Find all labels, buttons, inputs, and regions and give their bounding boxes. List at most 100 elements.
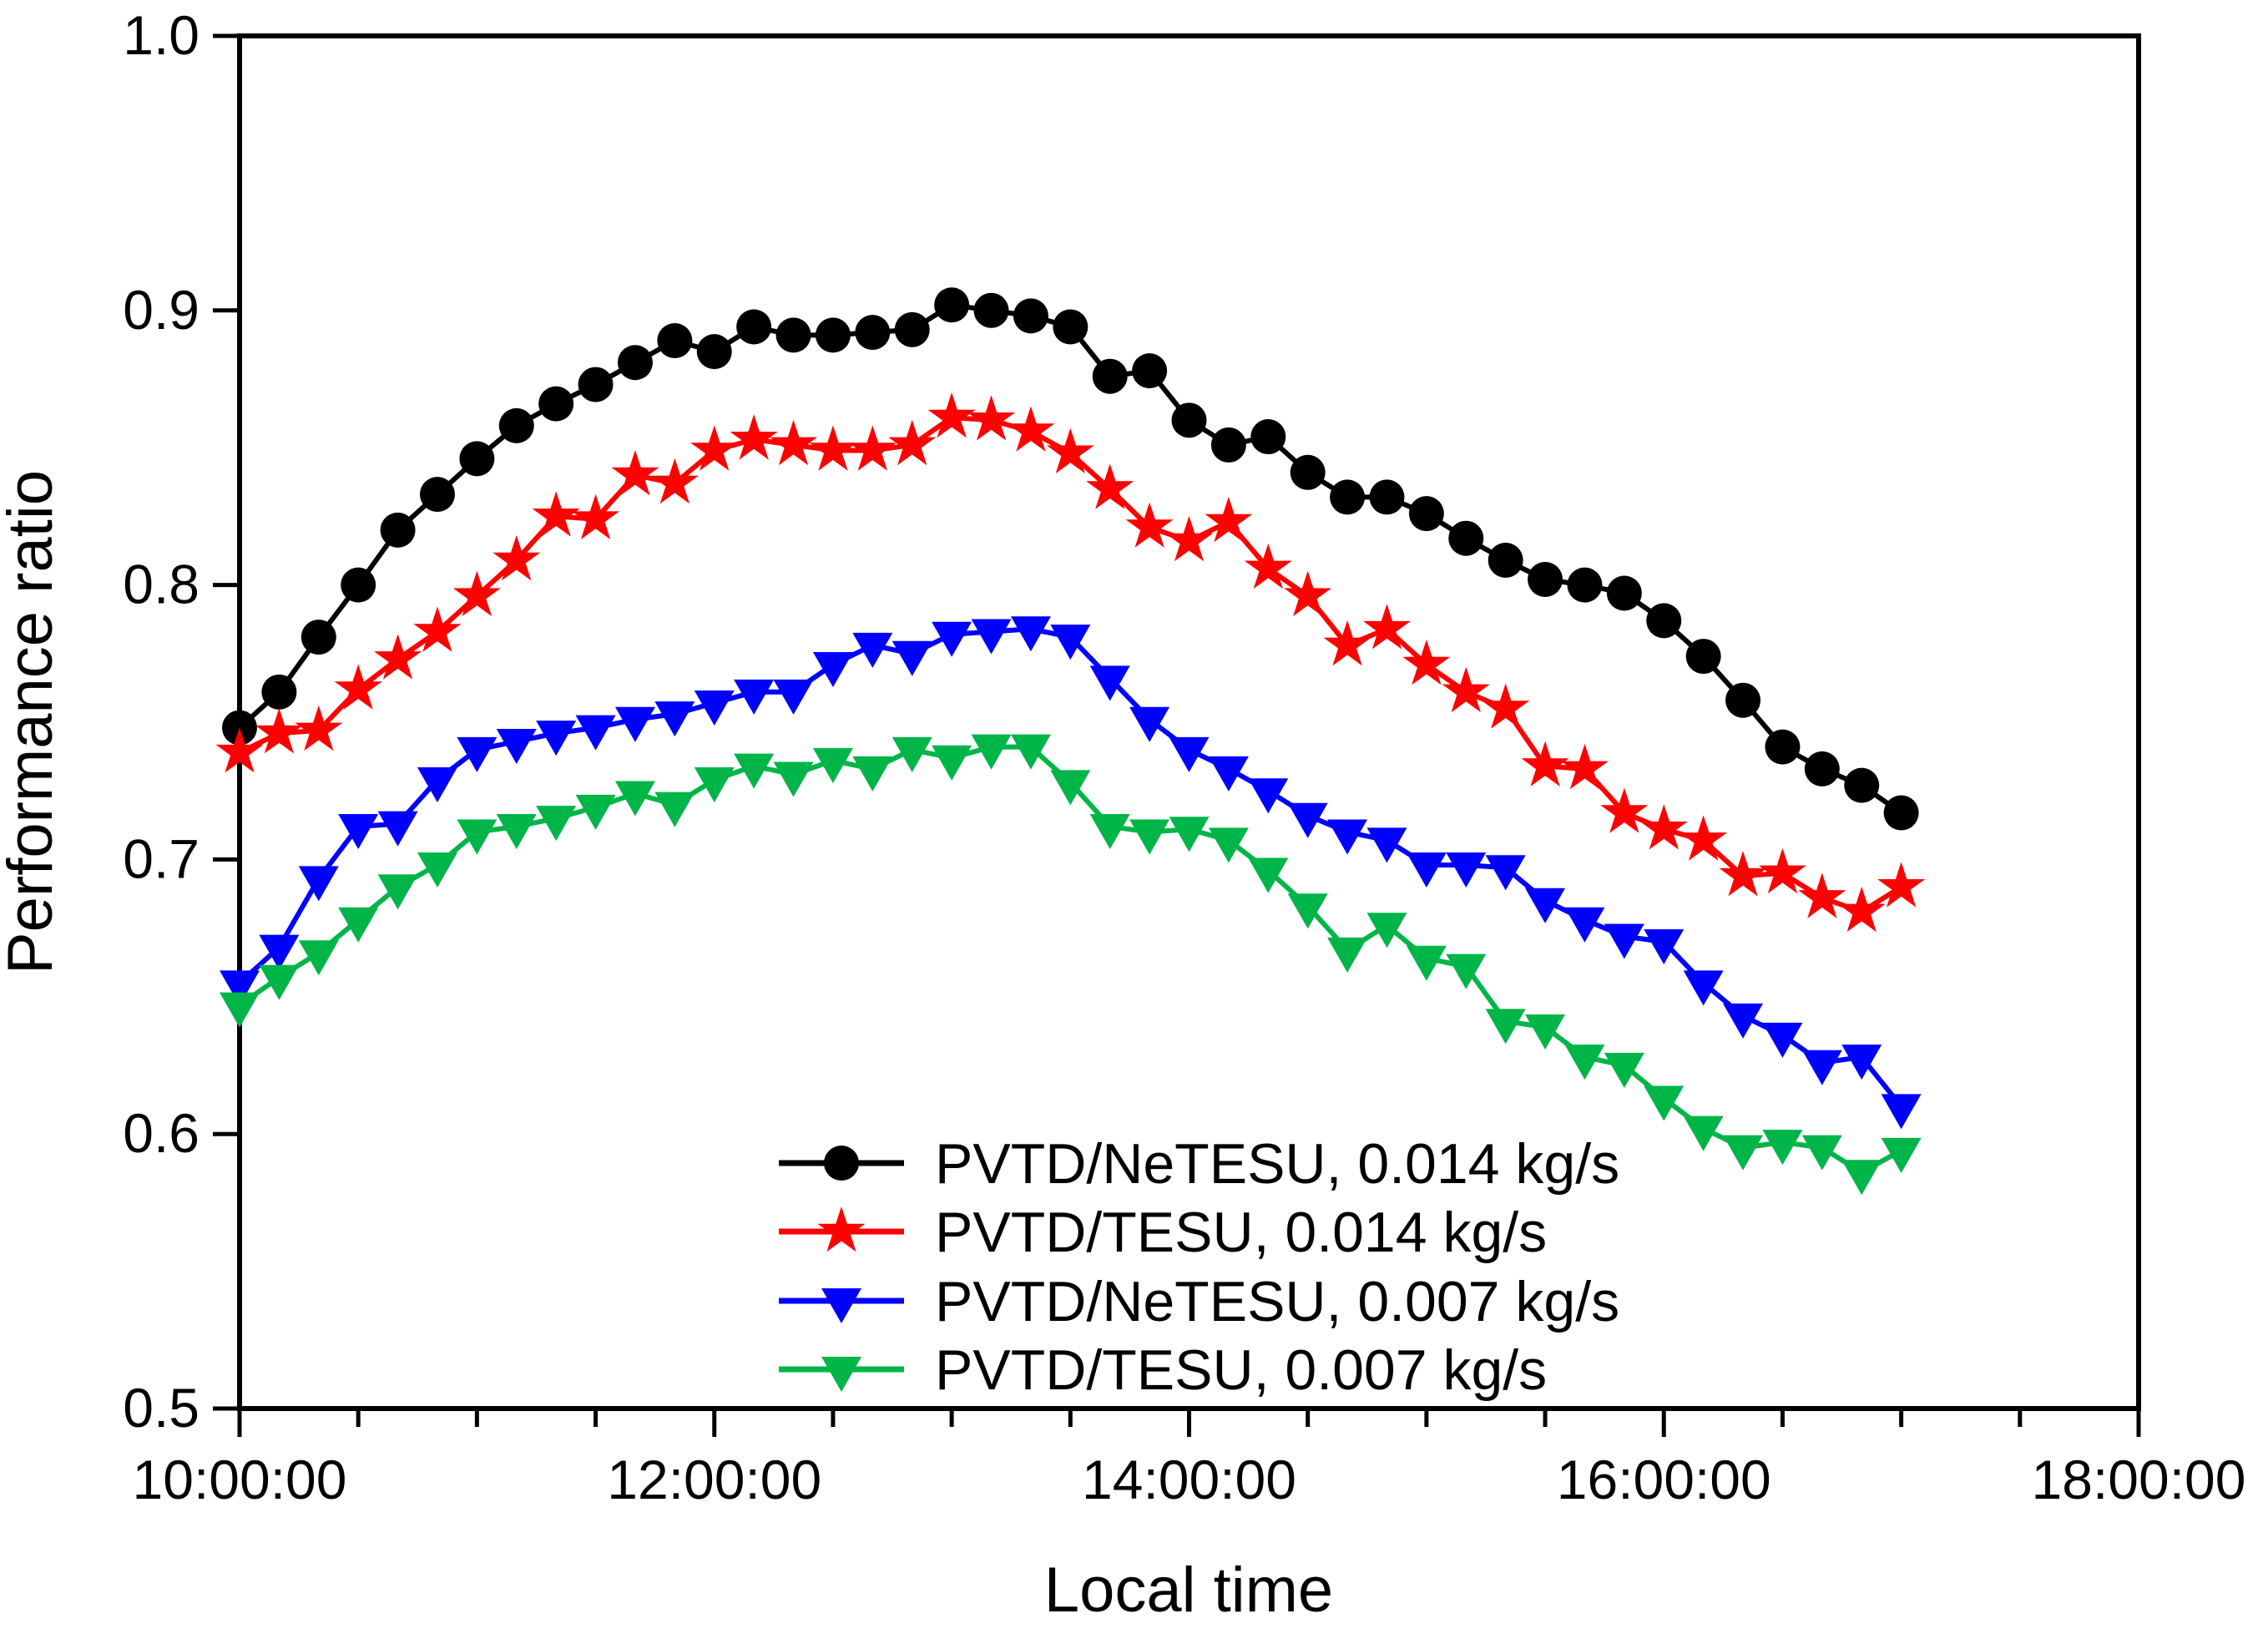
legend-marker (817, 1206, 866, 1252)
legend-marker (821, 1288, 861, 1323)
series-0-marker (1488, 543, 1523, 579)
series-3-marker (1446, 953, 1487, 989)
series-0-marker (459, 441, 495, 477)
series-2-marker (496, 729, 537, 765)
series-3-marker (1841, 1160, 1882, 1196)
series-1-marker (215, 727, 264, 773)
series-0-marker (1567, 567, 1603, 603)
series-3-marker (496, 813, 537, 849)
series-1-marker (611, 450, 659, 496)
series-3-marker (1683, 1115, 1724, 1151)
series-0-marker (736, 309, 772, 345)
x-tick-label: 14:00:00 (1082, 1449, 1296, 1510)
series-0-marker (1053, 309, 1089, 345)
series-3-marker (1050, 770, 1091, 806)
series-1-marker (1402, 640, 1451, 685)
series-0-marker (380, 512, 416, 548)
x-axis-title: Local time (1044, 1555, 1333, 1626)
series-0-marker (1765, 729, 1801, 765)
series-1-marker (1719, 851, 1767, 897)
series-1-marker (1877, 862, 1926, 908)
series-0-marker (657, 322, 693, 358)
legend-label: PVTD/NeTESU, 0.014 kg/s (935, 1132, 1619, 1196)
y-tick-label: 0.9 (123, 279, 200, 341)
series-1-marker (927, 392, 976, 438)
series-2-marker (1010, 616, 1051, 652)
series-2-marker (1129, 706, 1170, 742)
series-3-marker (298, 940, 339, 976)
series-0-marker (855, 315, 891, 351)
x-tick-label: 18:00:00 (2032, 1449, 2246, 1510)
series-0-marker (696, 334, 732, 370)
series-2-marker (1683, 970, 1724, 1006)
series-line-3 (238, 744, 1903, 1176)
series-2-marker (298, 866, 339, 902)
series-0-marker (1092, 358, 1128, 394)
series-0-marker (1290, 454, 1326, 490)
series-2-marker (1564, 907, 1605, 943)
series-1-marker (1046, 427, 1094, 473)
series-1-marker (770, 419, 818, 466)
series-0-marker (1804, 751, 1840, 787)
series-2-marker (773, 679, 814, 715)
y-tick-label: 0.5 (123, 1377, 200, 1439)
series-1-marker (1007, 406, 1055, 452)
y-tick-label: 1.0 (123, 4, 200, 66)
series-line-1 (238, 415, 1903, 914)
series-0-marker (1646, 603, 1682, 639)
series-2-marker (1723, 1003, 1764, 1039)
series-1-marker (295, 705, 343, 751)
series-3-marker (1564, 1045, 1605, 1080)
series-0-marker (498, 407, 534, 443)
series-2-marker (1604, 923, 1644, 959)
series-1-marker (452, 570, 501, 616)
series-3-marker (338, 907, 379, 943)
series-0-marker (538, 386, 574, 422)
series-3-marker (377, 874, 418, 910)
series-3-marker (734, 753, 775, 789)
series-0-marker (894, 311, 930, 347)
series-3-marker (971, 734, 1012, 770)
series-0-marker (1606, 575, 1642, 611)
series-2-marker (1248, 778, 1289, 814)
series-3-marker (1525, 1014, 1566, 1050)
series-3-marker (812, 748, 853, 784)
series-3-marker (1287, 893, 1328, 929)
series-0-marker (419, 477, 455, 513)
series-1-marker (1482, 683, 1530, 729)
series-3-marker (417, 852, 457, 888)
series-2-marker (1485, 855, 1526, 891)
series-0-marker (261, 674, 297, 710)
series-2-marker (1287, 802, 1328, 838)
series-1-marker (1758, 847, 1806, 894)
series-2-marker (1366, 827, 1407, 863)
series-3-marker (852, 756, 893, 792)
series-1-marker (848, 425, 897, 471)
series-3-marker (1010, 734, 1051, 770)
series-1-marker (374, 634, 422, 680)
series-0-marker (934, 287, 970, 323)
series-1-marker (492, 535, 541, 581)
series-2-marker (971, 619, 1012, 655)
series-1-marker (334, 664, 382, 710)
series-1-marker (1639, 804, 1688, 850)
x-tick-label: 16:00:00 (1557, 1449, 1771, 1510)
legend-label: PVTD/NeTESU, 0.007 kg/s (935, 1270, 1619, 1333)
series-2-marker (1050, 625, 1091, 660)
series-0-marker (1408, 496, 1444, 532)
series-0-marker (815, 317, 851, 353)
y-tick-label: 0.7 (123, 827, 200, 889)
series-1-marker (1600, 787, 1649, 833)
series-1-marker (1284, 570, 1332, 616)
series-3-marker (892, 736, 932, 772)
series-0-marker (1250, 419, 1286, 455)
series-2-marker (1089, 665, 1130, 701)
series-2-marker (1801, 1050, 1842, 1085)
series-1-marker (1244, 543, 1292, 589)
series-1-marker (809, 425, 857, 471)
series-3-marker (694, 767, 735, 803)
legend-marker (824, 1146, 859, 1181)
series-2-marker (220, 970, 260, 1006)
series-2-marker (892, 640, 932, 676)
series-0-marker (1448, 520, 1484, 556)
